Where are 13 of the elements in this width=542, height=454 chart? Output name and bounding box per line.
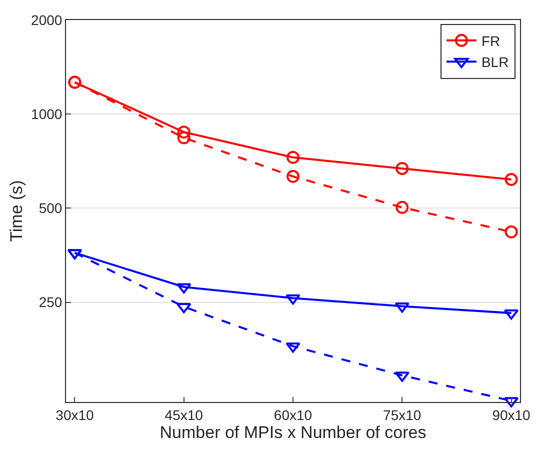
x-tick-label: 30x10 — [56, 406, 94, 423]
legend-label: BLR — [481, 54, 509, 70]
y-tick-label: 1000 — [31, 106, 62, 122]
y-axis-title: Time (s) — [7, 180, 26, 242]
legend-label: FR — [481, 32, 500, 49]
y-tick-label: 250 — [38, 294, 62, 310]
y-tick-label: 500 — [38, 200, 62, 216]
x-tick-label: 45x10 — [164, 406, 204, 423]
x-tick-label: 90x10 — [492, 406, 531, 423]
x-axis-title: Number of MPIs x Number of cores — [160, 423, 426, 442]
y-tick-label: 2000 — [31, 12, 62, 28]
x-tick-label: 75x10 — [383, 406, 422, 423]
x-tick-label: 60x10 — [274, 406, 312, 423]
